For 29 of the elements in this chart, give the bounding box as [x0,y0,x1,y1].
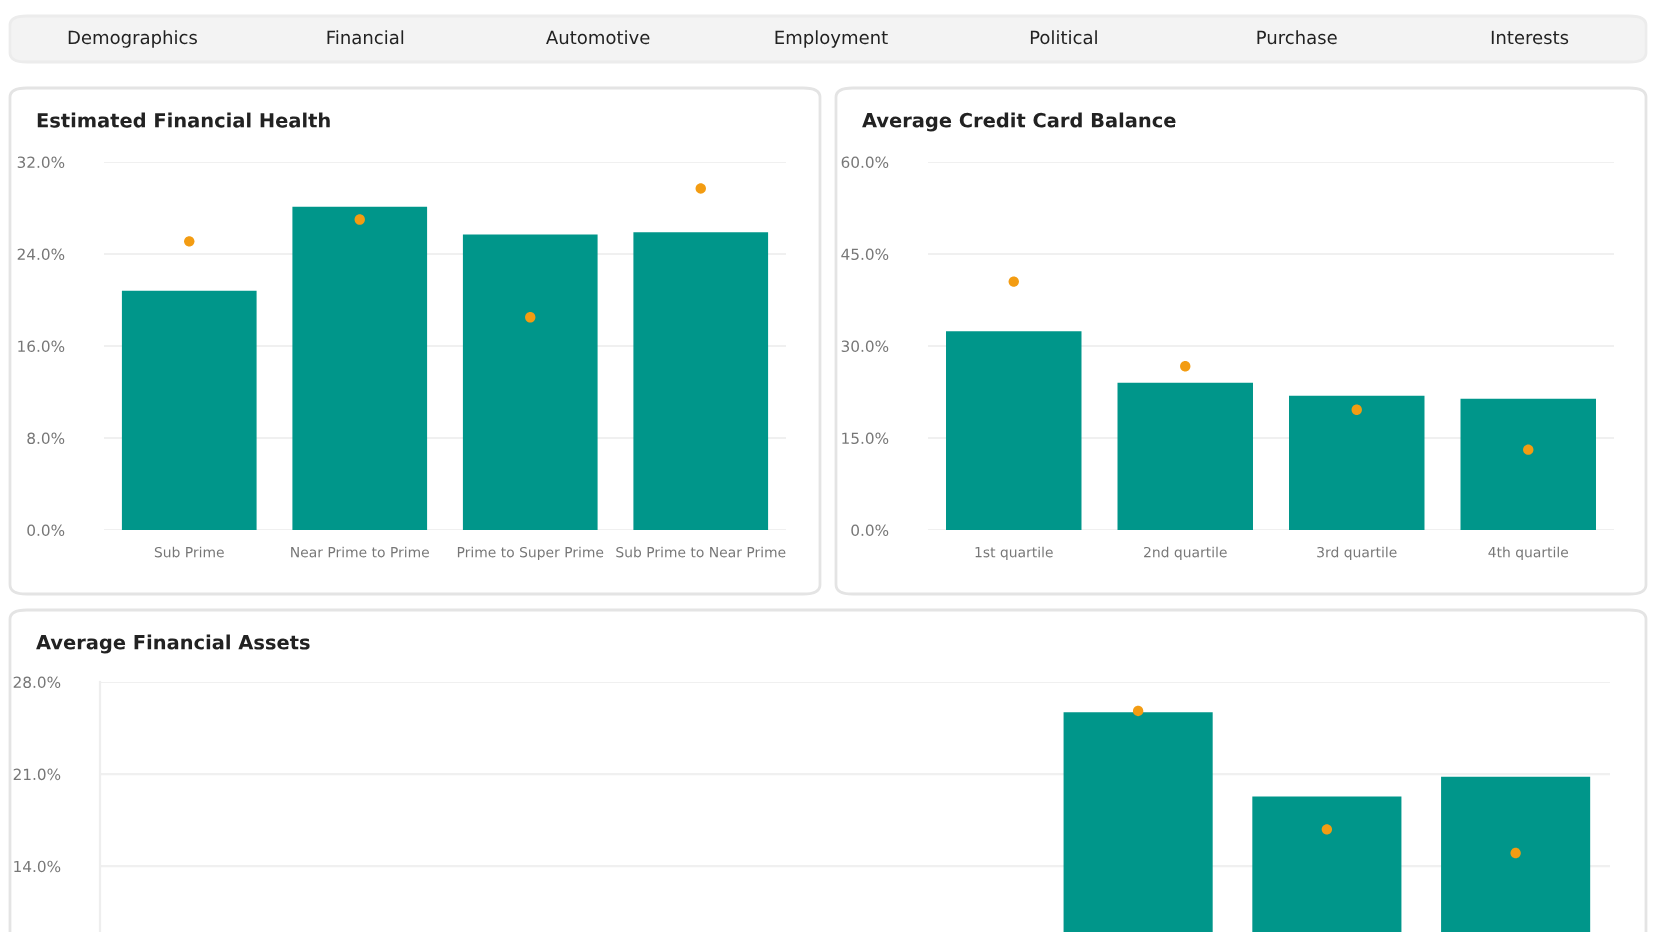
point [1132,705,1144,717]
text: Automotive [546,30,650,45]
point [1351,404,1362,415]
bar [1460,398,1596,530]
point [354,214,365,225]
bar [292,206,428,530]
bar [1117,382,1253,530]
point [525,312,536,323]
text: Political [1030,30,1097,45]
bar [633,232,769,530]
chart-title: Average Credit Card Balance [862,112,1176,132]
text: Purchase [1257,30,1337,45]
chart-title: Average Financial Assets [36,634,310,654]
point [184,236,195,247]
bar [1289,395,1425,530]
text: Financial [327,30,404,45]
point [1321,824,1333,835]
text: Employment [775,30,888,48]
point [695,183,706,194]
point [1523,444,1534,455]
point [1008,276,1019,287]
text: Interests [1491,30,1569,45]
text: Demographics [68,30,197,48]
bar [946,331,1082,530]
chart-title: Estimated Financial Health [37,112,330,128]
point [1510,847,1521,859]
point [1180,361,1191,372]
bar [121,290,257,530]
bar [462,234,598,530]
